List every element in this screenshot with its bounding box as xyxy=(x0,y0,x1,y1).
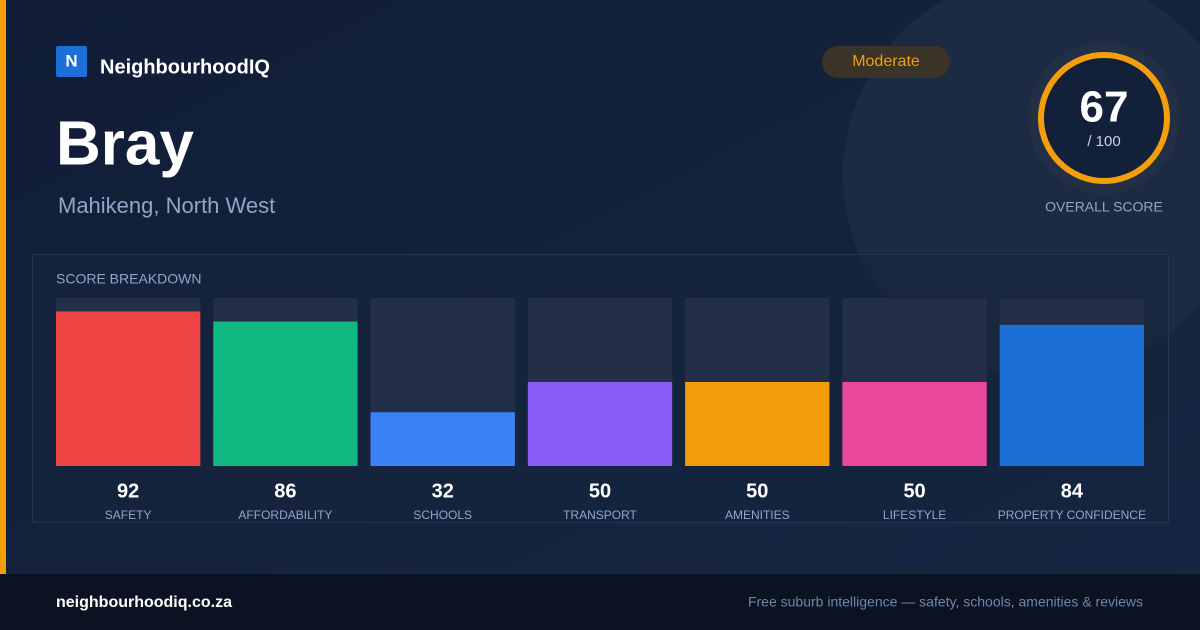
bar xyxy=(685,382,830,466)
value-label: 84 xyxy=(1061,480,1084,502)
accent-stripe xyxy=(0,0,6,574)
bar xyxy=(527,382,673,466)
chart-title: SCORE BREAKDOWN xyxy=(56,271,201,287)
logo xyxy=(56,46,87,77)
score-label: OVERALL SCORE xyxy=(1045,199,1163,215)
footer-tagline: Free suburb intelligence — safety, schoo… xyxy=(748,594,1143,610)
subtitle: Mahikeng, North West xyxy=(58,193,275,218)
bar xyxy=(370,412,515,466)
category-label: AMENITIES xyxy=(725,508,790,522)
category-label: SAFETY xyxy=(105,508,152,522)
category-label: LIFESTYLE xyxy=(883,508,946,522)
brand-name: NeighbourhoodIQ xyxy=(100,56,270,78)
category-label: TRANSPORT xyxy=(563,508,637,522)
value-label: 50 xyxy=(589,480,611,502)
footer xyxy=(0,574,1200,630)
logo-letter: N xyxy=(65,51,77,70)
value-label: 86 xyxy=(274,480,296,502)
category-label: AFFORDABILITY xyxy=(238,508,332,522)
footer-url: neighbourhoodiq.co.za xyxy=(56,594,232,611)
bar xyxy=(56,311,201,466)
score-value: 67 xyxy=(1080,83,1129,132)
category-label: SCHOOLS xyxy=(413,508,472,522)
suburb-title: Bray xyxy=(56,109,194,178)
badge xyxy=(822,46,950,78)
score-ring xyxy=(1038,52,1170,184)
value-label: 32 xyxy=(432,480,454,502)
score-max: / 100 xyxy=(1087,133,1120,150)
bar xyxy=(213,321,358,466)
value-label: 50 xyxy=(746,480,768,502)
value-label: 50 xyxy=(903,480,925,502)
category-label: PROPERTY CONFIDENCE xyxy=(998,508,1146,522)
bars: 92 SAFETY 86 AFFORDABILITY 32 SCHOOLS 50 TRANSP… xyxy=(56,298,1146,522)
bar xyxy=(842,382,987,466)
badge-text: Moderate xyxy=(852,53,920,70)
value-label: 92 xyxy=(117,480,139,502)
bar xyxy=(999,324,1144,466)
